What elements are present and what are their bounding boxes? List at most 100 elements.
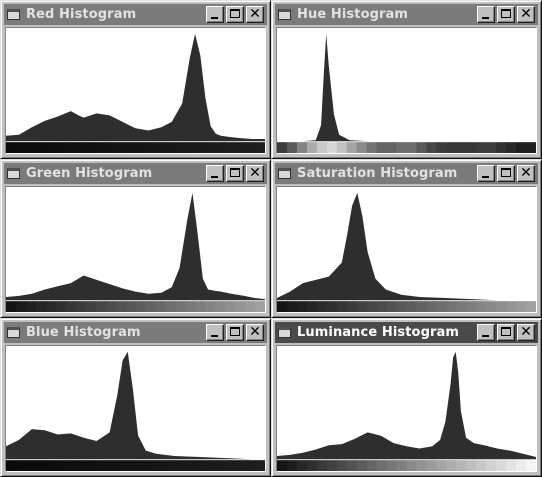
- colorbar-segment: [316, 301, 328, 312]
- colorbar-segment: [286, 301, 298, 312]
- minimize-button[interactable]: [206, 324, 224, 341]
- minimize-button[interactable]: [477, 324, 495, 341]
- colorbar-segment: [436, 301, 447, 312]
- colorbar-segment: [476, 460, 487, 471]
- titlebar[interactable]: Green Histogram ✕: [4, 163, 267, 184]
- system-menu-icon[interactable]: [278, 327, 291, 338]
- maximize-button[interactable]: [497, 6, 515, 23]
- system-menu-icon[interactable]: [7, 168, 20, 179]
- colorbar-segment: [135, 460, 147, 471]
- colorbar-segment: [35, 142, 47, 153]
- colorbar-segment: [65, 142, 77, 153]
- window-title: Blue Histogram: [26, 325, 141, 340]
- colorbar-segment: [145, 460, 156, 471]
- colorbar-segment: [125, 460, 137, 471]
- titlebar[interactable]: Red Histogram ✕: [4, 4, 267, 25]
- colorbar-segment: [105, 142, 117, 153]
- colorbar-segment: [15, 301, 27, 312]
- colorbar-segment: [386, 142, 398, 153]
- colorbar-segment: [346, 301, 358, 312]
- colorbar-segment: [376, 301, 388, 312]
- colorbar-segment: [306, 301, 318, 312]
- close-button[interactable]: ✕: [517, 165, 535, 182]
- luminance-histogram-chart: [277, 351, 536, 471]
- system-menu-icon[interactable]: [278, 168, 291, 179]
- colorbar-segment: [235, 142, 246, 153]
- titlebar[interactable]: Hue Histogram ✕: [275, 4, 538, 25]
- colorbar-segment: [25, 301, 37, 312]
- titlebar[interactable]: Saturation Histogram ✕: [275, 163, 538, 184]
- window-luminance-histogram: Luminance Histogram ✕: [271, 318, 542, 477]
- colorbar-segment: [416, 142, 427, 153]
- close-button[interactable]: ✕: [517, 324, 535, 341]
- maximize-button[interactable]: [497, 165, 515, 182]
- colorbar-segment: [506, 460, 517, 471]
- colorbar-segment: [215, 142, 226, 153]
- minimize-icon: [482, 335, 489, 337]
- colorbar-segment: [205, 460, 216, 471]
- colorbar-segment: [406, 460, 418, 471]
- colorbar-segment: [175, 142, 186, 153]
- minimize-button[interactable]: [206, 6, 224, 23]
- colorbar-segment: [115, 460, 127, 471]
- colorbar-segment: [135, 142, 147, 153]
- system-menu-icon[interactable]: [7, 327, 20, 338]
- close-button[interactable]: ✕: [246, 6, 264, 23]
- close-icon: ✕: [520, 165, 532, 181]
- colorbar-segment: [35, 460, 47, 471]
- maximize-button[interactable]: [226, 324, 244, 341]
- colorbar-segment: [516, 301, 527, 312]
- colorbar-segment: [165, 460, 176, 471]
- colorbar-segment: [245, 142, 256, 153]
- colorbar-segment: [15, 142, 27, 153]
- titlebar[interactable]: Luminance Histogram ✕: [275, 322, 538, 343]
- maximize-button[interactable]: [226, 6, 244, 23]
- colorbar-segment: [436, 142, 447, 153]
- colorbar-segment: [306, 142, 318, 153]
- colorbar-segment: [185, 142, 196, 153]
- colorbar-segment: [235, 301, 246, 312]
- colorbar-segment: [85, 142, 97, 153]
- close-icon: ✕: [249, 6, 261, 22]
- minimize-button[interactable]: [206, 165, 224, 182]
- minimize-button[interactable]: [477, 6, 495, 23]
- colorbar-segment: [165, 301, 176, 312]
- colorbar-segment: [65, 301, 77, 312]
- close-button[interactable]: ✕: [517, 6, 535, 23]
- colorbar-segment: [416, 460, 427, 471]
- colorbar-segment: [456, 460, 467, 471]
- colorbar-segment: [526, 460, 536, 471]
- colorbar-segment: [356, 301, 368, 312]
- titlebar[interactable]: Blue Histogram ✕: [4, 322, 267, 343]
- blue-histogram-chart: [6, 351, 265, 471]
- colorbar-segment: [205, 142, 216, 153]
- close-button[interactable]: ✕: [246, 165, 264, 182]
- colorbar-segment: [35, 301, 47, 312]
- colorbar-segment: [326, 301, 338, 312]
- colorbar-segment: [215, 460, 226, 471]
- colorbar-segment: [466, 142, 477, 153]
- window-title: Hue Histogram: [297, 7, 409, 22]
- maximize-button[interactable]: [497, 324, 515, 341]
- colorbar-segment: [175, 301, 186, 312]
- colorbar-segment: [286, 142, 298, 153]
- colorbar-segment: [316, 460, 328, 471]
- system-menu-icon[interactable]: [7, 9, 20, 20]
- colorbar-segment: [346, 142, 358, 153]
- minimize-icon: [211, 17, 218, 19]
- colorbar-segment: [446, 142, 457, 153]
- colorbar-segment: [155, 301, 166, 312]
- colorbar-segment: [346, 460, 358, 471]
- colorbar-segment: [95, 460, 107, 471]
- close-button[interactable]: ✕: [246, 324, 264, 341]
- maximize-icon: [230, 9, 240, 18]
- minimize-icon: [482, 17, 489, 19]
- system-menu-icon[interactable]: [278, 9, 291, 20]
- window-title: Red Histogram: [26, 7, 137, 22]
- minimize-button[interactable]: [477, 165, 495, 182]
- colorbar-segment: [456, 301, 467, 312]
- colorbar-segment: [75, 142, 87, 153]
- colorbar-segment: [496, 142, 507, 153]
- maximize-button[interactable]: [226, 165, 244, 182]
- minimize-icon: [211, 176, 218, 178]
